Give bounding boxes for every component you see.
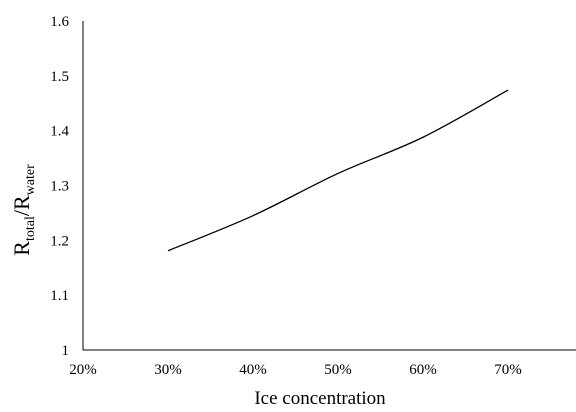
series-group bbox=[167, 89, 509, 252]
y-tick-label: 1.2 bbox=[50, 233, 69, 249]
y-axis-title-sub1: total bbox=[23, 216, 38, 241]
x-tick-labels: 20% 30% 40% 50% 60% 70% bbox=[69, 362, 522, 378]
series-line bbox=[167, 89, 509, 252]
y-axis-title-r1: R bbox=[9, 241, 34, 256]
y-tick-label: 1.6 bbox=[50, 14, 69, 30]
y-tick-label: 1.5 bbox=[50, 69, 69, 85]
x-tick-label: 50% bbox=[324, 362, 352, 378]
y-axis-title-sep: / bbox=[9, 209, 34, 216]
x-tick-label: 70% bbox=[494, 362, 522, 378]
y-tick-label: 1.3 bbox=[50, 179, 69, 195]
x-tick-label: 20% bbox=[69, 362, 97, 378]
x-tick-label: 40% bbox=[239, 362, 267, 378]
axes bbox=[82, 21, 576, 351]
x-tick-label: 60% bbox=[409, 362, 437, 378]
y-axis-title-sub2: water bbox=[23, 164, 38, 195]
x-tick-label: 30% bbox=[154, 362, 182, 378]
y-tick-labels: 1 1.1 1.2 1.3 1.4 1.5 1.6 bbox=[50, 14, 69, 359]
x-axis-title: Ice concentration bbox=[254, 388, 386, 409]
y-axis-title-r2: R bbox=[9, 195, 34, 210]
y-tick-label: 1.1 bbox=[50, 288, 69, 304]
y-tick-label: 1 bbox=[62, 343, 70, 359]
y-tick-label: 1.4 bbox=[50, 124, 69, 140]
y-axis-title: Rtotal/Rwater bbox=[9, 164, 38, 256]
